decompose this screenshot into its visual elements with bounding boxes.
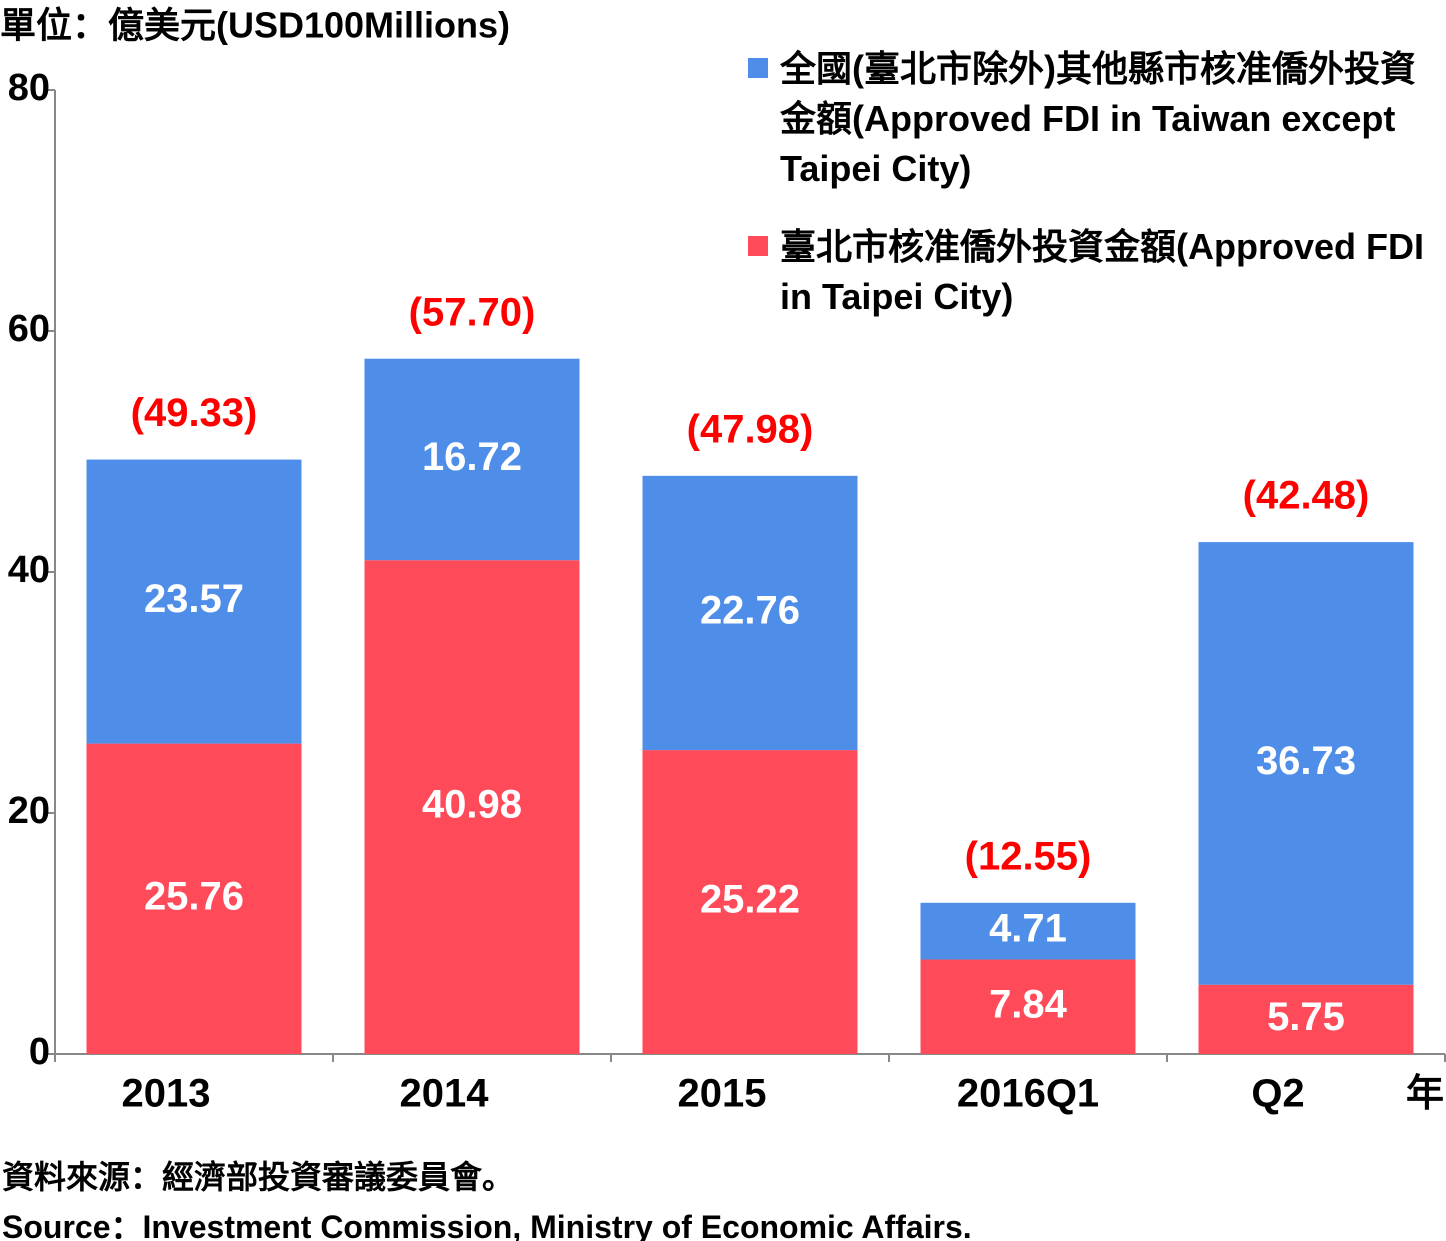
bar-segment bbox=[1198, 542, 1414, 985]
total-label: (57.70) bbox=[409, 290, 536, 334]
source-en: Source：Investment Commission, Ministry o… bbox=[2, 1209, 972, 1241]
segment-label: 16.72 bbox=[422, 435, 522, 479]
x-axis-label: 年 bbox=[1406, 1073, 1444, 1115]
segment-label: 7.84 bbox=[989, 982, 1068, 1026]
y-tick-label: 40 bbox=[8, 549, 50, 591]
total-label: (49.33) bbox=[131, 391, 258, 435]
x-tick-label: 2014 bbox=[400, 1072, 490, 1116]
legend-label: 全國(臺北市除外)其他縣市核准僑外投資金額(Approved FDI in Ta… bbox=[780, 48, 1416, 189]
total-label: (42.48) bbox=[1243, 474, 1370, 518]
y-tick-label: 0 bbox=[29, 1031, 50, 1073]
y-tick-label: 80 bbox=[8, 67, 50, 109]
segment-label: 22.76 bbox=[700, 589, 800, 633]
bar-segment bbox=[1198, 984, 1414, 1054]
legend-swatch bbox=[748, 236, 768, 256]
bar-segment bbox=[86, 743, 302, 1054]
bar-segment bbox=[920, 902, 1136, 960]
bar-segment bbox=[86, 459, 302, 744]
bar-segment bbox=[642, 750, 858, 1054]
segment-label: 40.98 bbox=[422, 783, 522, 827]
segment-label: 25.22 bbox=[700, 878, 800, 922]
segment-label: 23.57 bbox=[144, 577, 244, 621]
bar-segment bbox=[364, 358, 580, 561]
segment-label: 4.71 bbox=[989, 907, 1067, 951]
x-tick-label: Q2 bbox=[1251, 1072, 1304, 1116]
legend-item: 臺北市核准僑外投資金額(Approved FDI in Taipei City) bbox=[748, 222, 1446, 322]
legend-label: 臺北市核准僑外投資金額(Approved FDI in Taipei City) bbox=[780, 226, 1424, 317]
x-tick-label: 2015 bbox=[678, 1072, 767, 1116]
segment-label: 5.75 bbox=[1267, 995, 1345, 1039]
y-tick-label: 20 bbox=[8, 790, 50, 832]
legend-swatch bbox=[748, 58, 768, 78]
bar-segment bbox=[920, 959, 1136, 1054]
y-tick-label: 60 bbox=[8, 308, 50, 350]
legend-item: 全國(臺北市除外)其他縣市核准僑外投資金額(Approved FDI in Ta… bbox=[748, 44, 1446, 194]
bar-segment bbox=[364, 560, 580, 1054]
segment-label: 36.73 bbox=[1256, 739, 1356, 783]
segment-label: 25.76 bbox=[144, 874, 244, 918]
x-tick-label: 2016Q1 bbox=[957, 1072, 1099, 1116]
y-axis-label: 單位：億美元(USD100Millions) bbox=[0, 5, 510, 46]
source-zh: 資料來源：經濟部投資審議委員會。 bbox=[2, 1159, 515, 1195]
total-label: (12.55) bbox=[965, 834, 1092, 878]
total-label: (47.98) bbox=[687, 407, 814, 451]
x-tick-label: 2013 bbox=[122, 1072, 211, 1116]
bar-segment bbox=[642, 475, 858, 751]
